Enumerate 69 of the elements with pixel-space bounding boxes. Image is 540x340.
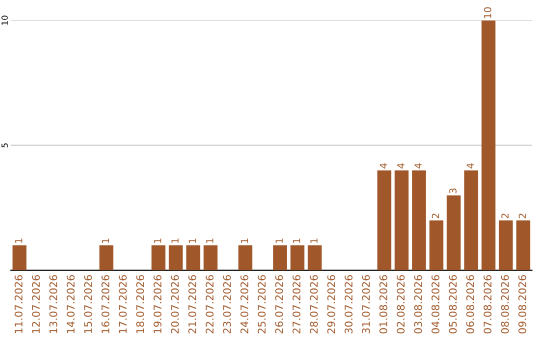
bar xyxy=(12,245,26,270)
x-tick-label: 08.08.2026 xyxy=(500,275,509,334)
bar xyxy=(238,245,252,270)
x-tick-label: 04.08.2026 xyxy=(432,275,440,334)
x-tick-label: 05.08.2026 xyxy=(448,275,457,334)
x-tick-label: 07.08.2026 xyxy=(484,275,492,334)
x-tick-label: 06.08.2026 xyxy=(466,275,474,334)
x-tick-label: 19.07.2026 xyxy=(154,275,162,333)
x-tick-label: 24.07.2026 xyxy=(240,275,248,334)
data-label: 4 xyxy=(414,163,422,168)
bar xyxy=(429,220,444,270)
data-label: 4 xyxy=(397,163,404,168)
bar xyxy=(204,245,218,270)
x-tick-label: 28.07.2026 xyxy=(310,275,318,334)
data-label: 4 xyxy=(466,163,474,168)
x-tick-label: 15.07.2026 xyxy=(84,275,92,333)
bar xyxy=(290,245,304,270)
data-label: 1 xyxy=(276,238,283,243)
bar xyxy=(308,245,322,270)
data-label: 2 xyxy=(518,214,526,218)
data-label: 4 xyxy=(380,163,387,168)
x-tick-label: 01.08.2026 xyxy=(379,275,388,334)
data-label: 1 xyxy=(15,238,22,243)
bar xyxy=(151,245,166,270)
x-tick-label: 03.08.2026 xyxy=(414,275,422,334)
x-tick-label: 18.07.2026 xyxy=(136,275,144,333)
x-tick-label: 09.08.2026 xyxy=(518,275,526,334)
bar xyxy=(186,245,200,270)
x-tick-label: 30.07.2026 xyxy=(344,275,353,334)
x-tick-label: 14.07.2026 xyxy=(66,275,75,333)
x-tick-label: 11.07.2026 xyxy=(14,275,23,333)
y-tick-label: 5 xyxy=(2,143,8,148)
x-tick-label: 25.07.2026 xyxy=(258,275,266,334)
x-tick-label: 12.07.2026 xyxy=(32,275,40,333)
x-tick-label: 02.08.2026 xyxy=(396,275,405,334)
x-tick-label: 22.07.2026 xyxy=(206,275,214,334)
data-label: 1 xyxy=(188,238,196,243)
data-label: 2 xyxy=(501,214,509,218)
bar xyxy=(273,245,287,270)
data-label: 1 xyxy=(240,238,248,243)
x-tick-label: 26.07.2026 xyxy=(275,275,284,334)
bar xyxy=(99,245,114,270)
data-label: 2 xyxy=(432,214,440,218)
bar xyxy=(464,170,478,270)
data-label: 1 xyxy=(293,238,300,243)
x-tick-label: 13.07.2026 xyxy=(49,275,58,333)
x-tick-label: 17.07.2026 xyxy=(118,275,127,333)
bar xyxy=(377,170,392,270)
bar xyxy=(516,220,530,270)
x-tick-label: 23.07.2026 xyxy=(223,275,231,334)
data-label: 1 xyxy=(171,238,178,243)
bar xyxy=(394,170,409,270)
bar xyxy=(482,20,496,270)
data-label: 3 xyxy=(449,188,457,194)
bar xyxy=(446,195,461,270)
data-label: 10 xyxy=(484,7,492,18)
x-tick-label: 27.07.2026 xyxy=(292,275,300,334)
bar xyxy=(498,220,513,270)
data-label: 1 xyxy=(310,238,318,243)
x-tick-label: 31.07.2026 xyxy=(362,275,370,334)
data-label: 1 xyxy=(102,238,110,243)
x-tick-label: 21.07.2026 xyxy=(188,275,196,334)
x-tick-label: 20.07.2026 xyxy=(170,275,179,334)
x-tick-label: 29.07.2026 xyxy=(327,275,336,334)
data-label: 1 xyxy=(206,238,214,243)
bar xyxy=(412,170,426,270)
x-tick-label: 16.07.2026 xyxy=(101,275,110,333)
data-label: 1 xyxy=(154,238,162,243)
bar xyxy=(168,245,183,270)
